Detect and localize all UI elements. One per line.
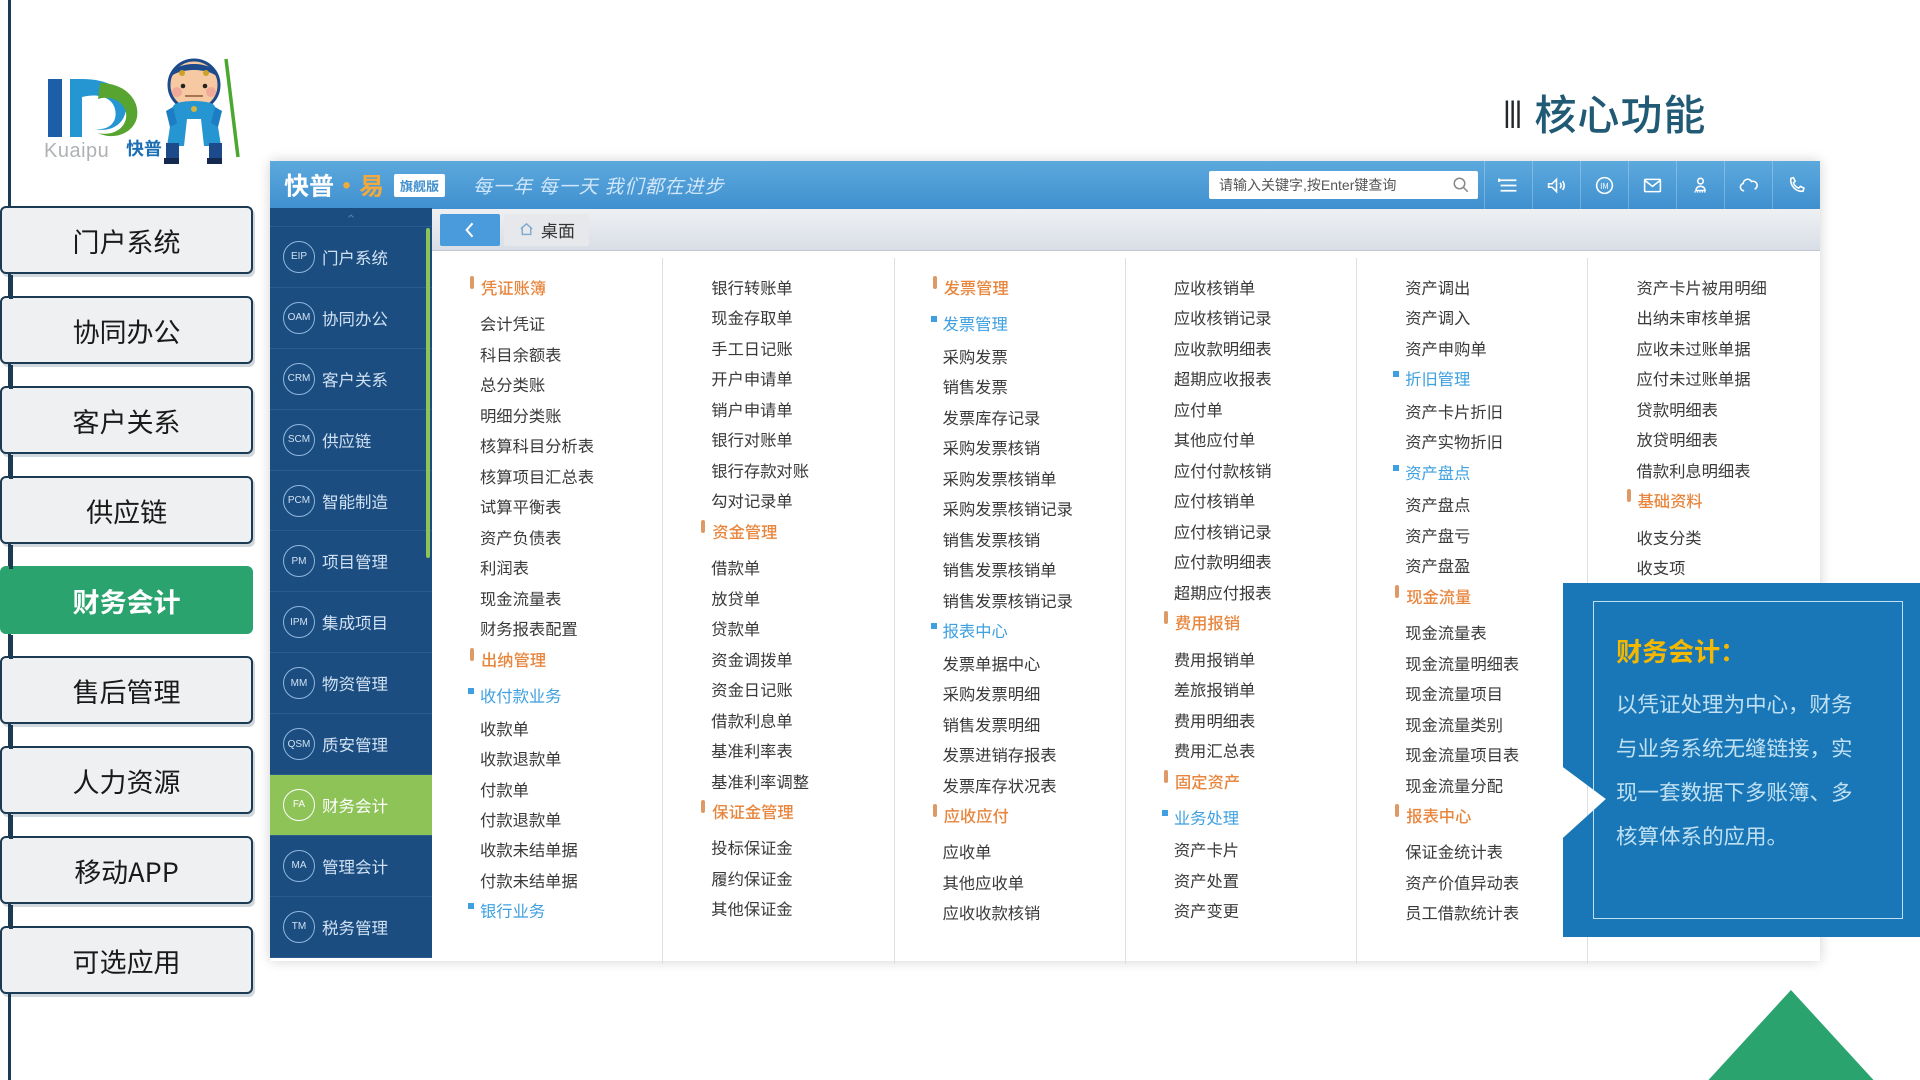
svg-text:Kuaipu: Kuaipu (44, 140, 109, 162)
svg-text:IM: IM (1600, 181, 1609, 192)
svg-text:快普: 快普 (126, 135, 162, 161)
